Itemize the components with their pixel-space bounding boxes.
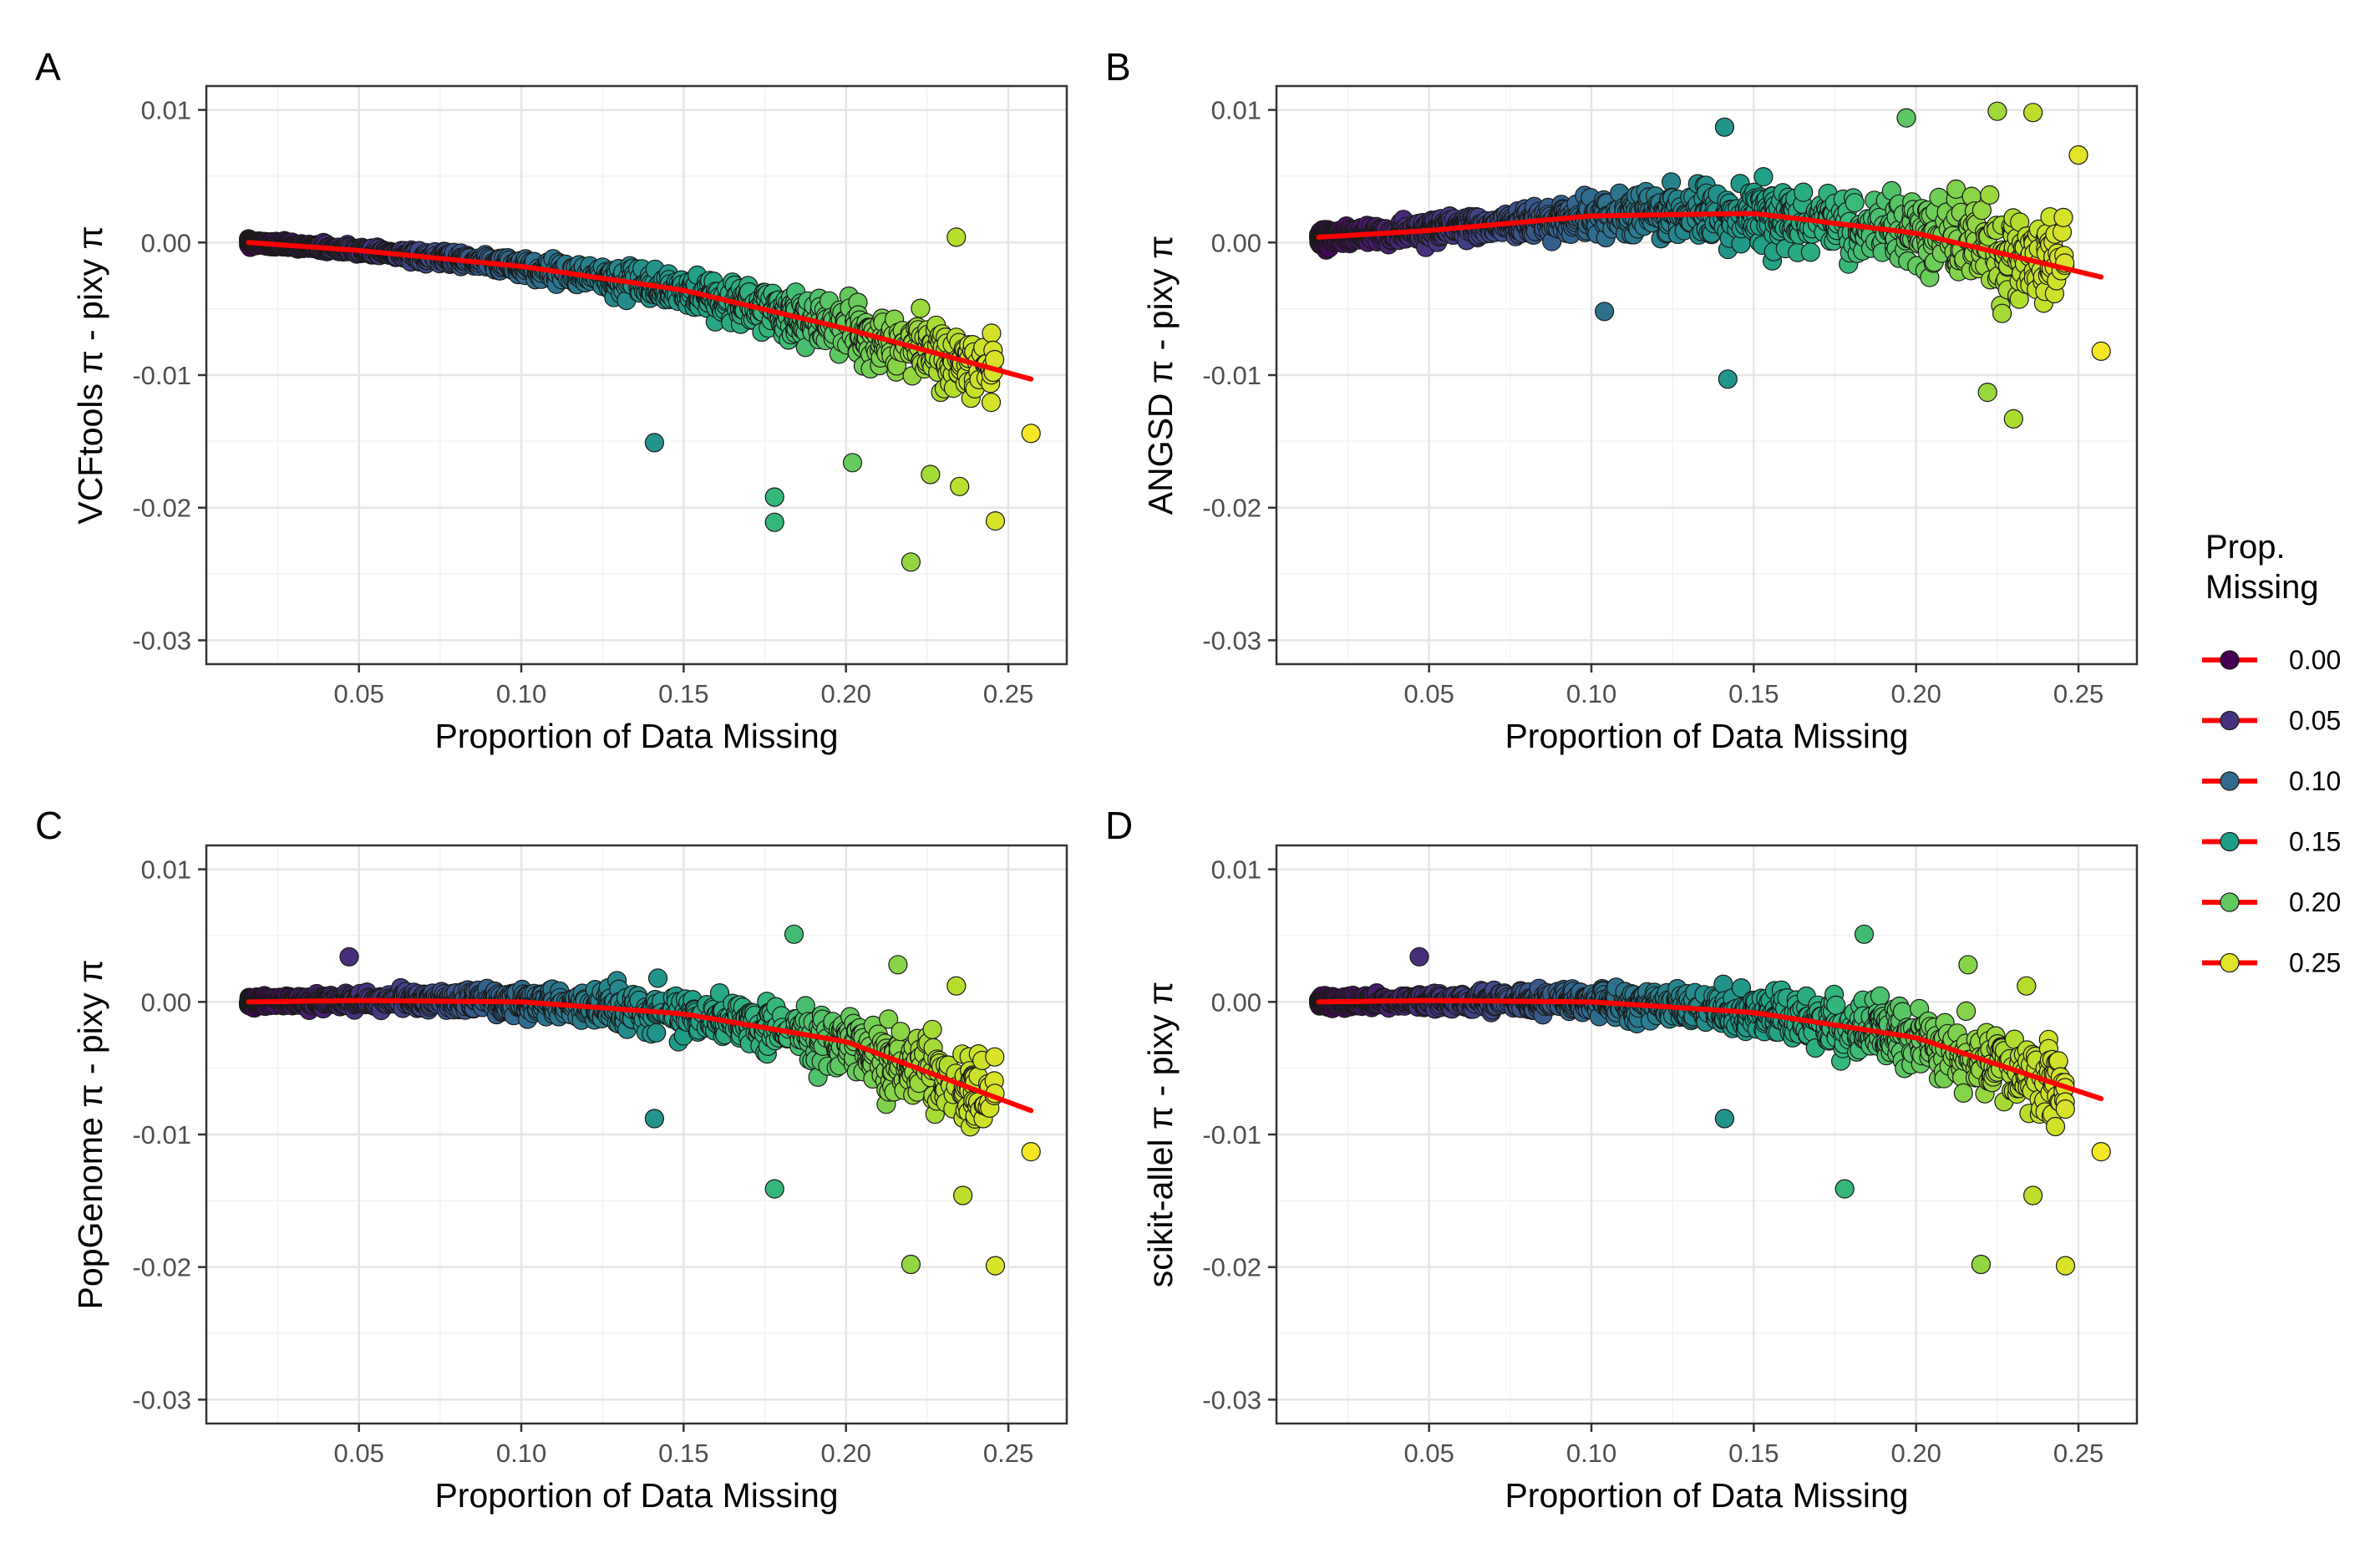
y-tick-label: -0.03: [132, 626, 191, 655]
data-point: [1021, 1141, 1041, 1162]
data-point: [2003, 409, 2023, 429]
data-point: [911, 298, 931, 318]
data-point: [1800, 242, 1820, 262]
panel-B: 0.05 0.10 0.15 0.20 0.25 0.01 0.00 -0.01 -0.02 -0…: [1105, 45, 2139, 755]
data-point: [2023, 103, 2043, 123]
data-point: [764, 1179, 784, 1199]
x-tick-label: 0.05: [1404, 679, 1454, 708]
data-point: [950, 476, 970, 496]
y-axis-label: VCFtools π - pixy π: [71, 226, 109, 524]
data-point: [901, 552, 921, 572]
x-axis-label: Proportion of Data Missing: [434, 717, 838, 755]
data-point: [1992, 303, 2012, 323]
data-point: [985, 1256, 1006, 1276]
panel-letter: C: [35, 804, 63, 847]
panel-letter: B: [1105, 45, 1131, 89]
x-tick-label: 0.10: [496, 679, 546, 708]
data-point: [2091, 341, 2111, 361]
data-point: [922, 1019, 942, 1039]
y-tick-label: -0.03: [132, 1385, 191, 1414]
x-tick-label: 0.10: [496, 1439, 546, 1468]
data-point: [946, 976, 967, 996]
data-point: [921, 464, 941, 485]
y-tick-label: -0.01: [132, 361, 191, 390]
data-point: [644, 1109, 665, 1129]
data-point: [981, 393, 1002, 413]
x-tick-label: 0.25: [2053, 679, 2103, 708]
data-point: [1987, 101, 2007, 121]
data-point: [888, 955, 908, 975]
data-point: [946, 227, 967, 247]
data-point: [1409, 947, 1429, 967]
data-point: [2053, 207, 2073, 227]
data-point: [644, 433, 665, 453]
data-point: [339, 947, 359, 967]
y-tick-label: -0.01: [132, 1120, 191, 1150]
data-point: [1594, 302, 1615, 322]
panel-letter: A: [35, 45, 61, 89]
data-point: [764, 487, 784, 507]
data-point: [1896, 108, 1916, 128]
y-tick-label: -0.02: [132, 1253, 191, 1282]
y-tick-label: -0.02: [1202, 494, 1261, 523]
data-point: [952, 1185, 973, 1205]
x-tick-label: 0.20: [1891, 679, 1941, 708]
data-point: [1977, 383, 1997, 403]
data-point: [1980, 185, 2000, 205]
data-point: [891, 1022, 911, 1042]
y-tick-label: 0.01: [1211, 96, 1261, 125]
y-tick-label: -0.03: [1202, 626, 1261, 655]
y-tick-label: -0.02: [132, 494, 191, 523]
data-point: [1714, 1109, 1734, 1129]
x-axis-label: Proportion of Data Missing: [434, 1476, 838, 1515]
y-tick-label: 0.00: [141, 987, 191, 1017]
data-point: [985, 510, 1006, 531]
data-point: [764, 512, 784, 532]
data-point: [1794, 182, 1814, 202]
data-point: [985, 1047, 1005, 1067]
data-point: [982, 323, 1002, 343]
data-point: [784, 924, 804, 944]
data-point: [842, 453, 863, 473]
x-tick-label: 0.05: [334, 679, 384, 708]
x-tick-label: 0.05: [334, 1439, 384, 1468]
y-tick-label: 0.00: [141, 228, 191, 257]
x-tick-label: 0.25: [983, 679, 1033, 708]
x-tick-label: 0.15: [658, 679, 708, 708]
x-tick-label: 0.15: [1728, 679, 1779, 708]
y-axis-label: PopGenome π - pixy π: [71, 960, 109, 1310]
data-point: [795, 996, 815, 1016]
data-point: [901, 1254, 921, 1275]
data-point: [2068, 145, 2088, 165]
data-point: [1845, 193, 1865, 213]
y-tick-label: 0.01: [141, 855, 191, 885]
x-tick-label: 0.25: [983, 1439, 1033, 1468]
x-axis-label: Proportion of Data Missing: [1505, 717, 1908, 755]
x-tick-label: 0.10: [1566, 679, 1616, 708]
x-tick-label: 0.20: [821, 679, 871, 708]
y-tick-label: 0.00: [1211, 228, 1261, 257]
data-point: [647, 968, 668, 988]
data-point: [1753, 167, 1774, 187]
panel-D: 0.05 0.10 0.15 0.20 0.250.010.00-0.01-0.02-0…: [1105, 804, 2139, 1515]
data-point: [647, 1023, 667, 1043]
data-point: [1718, 369, 1738, 389]
panel-A: 0.05 0.10 0.15 0.20 0.25 0.01 0.00 -0.01 -0.02 -0…: [35, 45, 1068, 755]
x-tick-label: 0.20: [821, 1439, 871, 1468]
y-axis-label: ANGSD π - pixy π: [1141, 236, 1180, 515]
x-tick-label: 0.15: [658, 1439, 708, 1468]
panel-C: 0.05 0.10 0.15 0.20 0.25 0.01 0.00 -0.01 -0.02 -0…: [35, 804, 1068, 1515]
data-point: [1021, 424, 1041, 444]
y-tick-label: -0.01: [1202, 361, 1261, 390]
data-point: [1714, 117, 1734, 137]
y-tick-label: 0.01: [141, 96, 191, 125]
